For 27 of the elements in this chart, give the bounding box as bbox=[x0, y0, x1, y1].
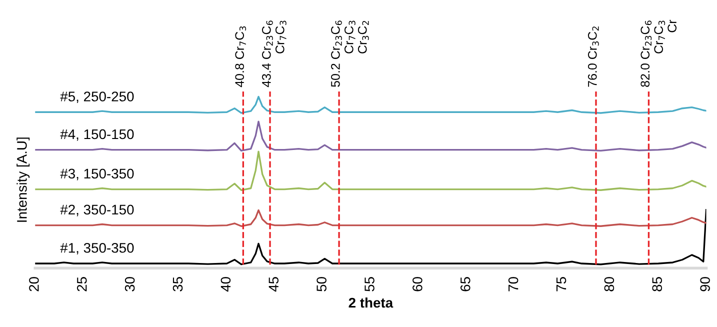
x-tick-label: 25 bbox=[76, 277, 87, 292]
y-axis-title: Intensity [A.U] bbox=[16, 138, 30, 222]
x-tick-label: 45 bbox=[268, 277, 279, 292]
x-tick-label: 85 bbox=[652, 277, 662, 292]
text: 82.0 Cr$_{23}$C$_{6}$ Cr$_{7}$C$_{3}$ Cr bbox=[640, 20, 676, 87]
ref-line-label: 40.8 Cr$_{7}$C$_{3}$ bbox=[235, 26, 246, 88]
x-tick-label: 20 bbox=[29, 277, 39, 292]
x-tick-label: 60 bbox=[412, 277, 422, 292]
x-tick-label: 35 bbox=[172, 277, 183, 292]
x-tick-label: 90 bbox=[700, 277, 710, 292]
x-tick-label: 30 bbox=[124, 277, 135, 292]
series-label: #2, 350-150 bbox=[60, 204, 134, 216]
text: 43.4 Cr$_{23}$C$_{6}$ Cr$_{7}$C$_{3}$ bbox=[262, 20, 286, 88]
series-label: #4, 150-150 bbox=[60, 129, 134, 141]
text: 50.2 Cr$_{23}$C$_{6}$ Cr$_{7}$C$_{3}$ Cr$_{3}$C$_{2}$ bbox=[331, 20, 369, 87]
ref-line-label: 76.0 Cr$_{3}$C$_{2}$ bbox=[588, 26, 599, 87]
x-tick-label: 75 bbox=[556, 277, 566, 292]
x-tick-label: 50 bbox=[316, 277, 326, 292]
x-tick-label: 80 bbox=[604, 277, 614, 292]
series-label: #5, 250-250 bbox=[60, 92, 134, 104]
x-tick-label: 40 bbox=[220, 277, 231, 292]
x-tick-label: 70 bbox=[508, 277, 518, 292]
x-tick-label: 55 bbox=[364, 277, 374, 292]
x-tick-label: 65 bbox=[460, 277, 470, 292]
series-label: #1, 350-350 bbox=[60, 242, 134, 254]
x-axis-title: 2 theta bbox=[348, 297, 394, 308]
series-label: #3, 150-350 bbox=[60, 168, 134, 180]
